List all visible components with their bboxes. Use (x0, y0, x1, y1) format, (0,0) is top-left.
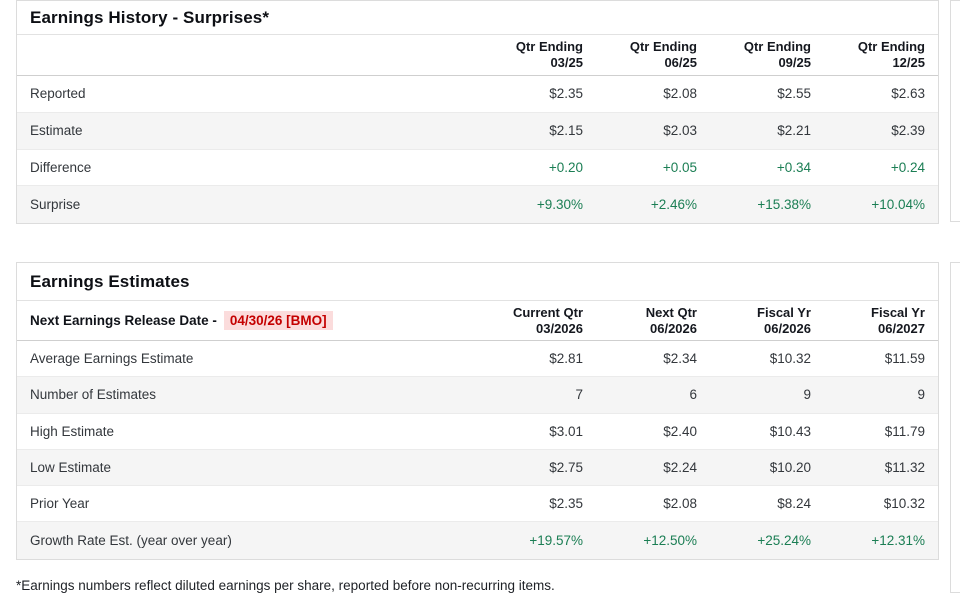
table-row-difference: Difference +0.20 +0.05 +0.34 +0.24 (17, 150, 938, 187)
release-date-label: Next Earnings Release Date - (30, 313, 217, 328)
cell-value: +12.31% (871, 533, 925, 549)
cell-value: $2.03 (663, 123, 697, 139)
earnings-estimates-card: Earnings Estimates Next Earnings Release… (16, 262, 939, 560)
column-header-fiscal-yr-2027: Fiscal Yr 06/2027 (871, 304, 925, 336)
cell-value: +0.24 (890, 159, 925, 175)
earnings-history-column-headers: Qtr Ending 03/25 Qtr Ending 06/25 Qtr En… (17, 35, 938, 76)
column-header-fiscal-yr-2026: Fiscal Yr 06/2026 (757, 304, 811, 336)
column-header-current-qtr: Current Qtr 03/2026 (512, 304, 583, 336)
cell-value: $3.01 (549, 423, 583, 439)
table-row-prior-year: Prior Year $2.35 $2.08 $8.24 $10.32 (17, 486, 938, 523)
row-label: Difference (30, 159, 92, 175)
cell-value: $10.32 (883, 496, 925, 512)
table-row-reported: Reported $2.35 $2.08 $2.55 $2.63 (17, 76, 938, 113)
adjacent-card-edge-bottom (950, 262, 960, 593)
cell-value: $2.08 (663, 496, 697, 512)
cell-value: $11.79 (884, 423, 925, 439)
table-row-growth-rate: Growth Rate Est. (year over year) +19.57… (17, 522, 938, 559)
cell-value: $2.35 (549, 86, 583, 102)
table-row-number-of-estimates: Number of Estimates 7 6 9 9 (17, 377, 938, 414)
cell-value: 6 (689, 387, 697, 403)
cell-value: $8.24 (777, 496, 811, 512)
cell-value: $2.81 (549, 351, 583, 367)
row-label: Growth Rate Est. (year over year) (30, 533, 232, 549)
cell-value: $11.59 (884, 351, 925, 367)
row-label: Average Earnings Estimate (30, 351, 194, 367)
table-row-high-estimate: High Estimate $3.01 $2.40 $10.43 $11.79 (17, 414, 938, 450)
cell-value: +2.46% (650, 197, 697, 213)
cell-value: +0.34 (776, 159, 811, 175)
cell-value: $2.34 (663, 351, 697, 367)
cell-value: 7 (575, 387, 583, 403)
table-row-estimate: Estimate $2.15 $2.03 $2.21 $2.39 (17, 112, 938, 150)
adjacent-card-edge-top (950, 0, 960, 222)
cell-value: $2.40 (663, 423, 697, 439)
cell-value: $2.15 (549, 123, 583, 139)
column-header-qtr-0325: Qtr Ending 03/25 (515, 39, 583, 70)
column-header-qtr-0625: Qtr Ending 06/25 (629, 39, 697, 70)
cell-value: $2.21 (777, 123, 811, 139)
cell-value: +9.30% (536, 197, 583, 213)
earnings-estimates-column-headers: Next Earnings Release Date - 04/30/26 [B… (17, 301, 938, 341)
cell-value: +12.50% (643, 533, 697, 549)
cell-value: $2.24 (663, 460, 697, 476)
earnings-history-title: Earnings History - Surprises* (30, 7, 270, 27)
table-row-surprise: Surprise +9.30% +2.46% +15.38% +10.04% (17, 186, 938, 223)
table-row-average-earnings-estimate: Average Earnings Estimate $2.81 $2.34 $1… (17, 341, 938, 378)
row-label: High Estimate (30, 423, 115, 439)
row-label: Prior Year (30, 496, 90, 512)
card-header: Earnings History - Surprises* (17, 1, 938, 35)
cell-value: $10.43 (769, 423, 811, 439)
row-label: Estimate (30, 123, 83, 139)
cell-value: $11.32 (884, 460, 925, 476)
cell-value: +10.04% (871, 197, 925, 213)
cell-value: 9 (803, 387, 811, 403)
cell-value: $2.08 (663, 86, 697, 102)
cell-value: $2.63 (891, 86, 925, 102)
column-header-qtr-0925: Qtr Ending 09/25 (743, 39, 811, 70)
earnings-estimates-title: Earnings Estimates (30, 271, 190, 291)
cell-value: 9 (917, 387, 925, 403)
row-label: Number of Estimates (30, 387, 157, 403)
earnings-history-card: Earnings History - Surprises* Qtr Ending… (16, 0, 939, 224)
cell-value: $2.35 (549, 496, 583, 512)
column-header-qtr-1225: Qtr Ending 12/25 (857, 39, 925, 70)
cell-value: $2.39 (891, 123, 925, 139)
cell-value: $2.75 (549, 460, 583, 476)
footnote: *Earnings numbers reflect diluted earnin… (16, 578, 555, 593)
row-label: Low Estimate (30, 460, 112, 476)
release-date-badge: 04/30/26 [BMO] (223, 311, 333, 330)
cell-value: +0.05 (662, 159, 697, 175)
cell-value: +15.38% (757, 197, 811, 213)
cell-value: $10.20 (769, 460, 811, 476)
cell-value: +25.24% (757, 533, 811, 549)
cell-value: $2.55 (777, 86, 811, 102)
column-header-next-qtr: Next Qtr 06/2026 (645, 304, 697, 336)
table-row-low-estimate: Low Estimate $2.75 $2.24 $10.20 $11.32 (17, 449, 938, 487)
row-label: Reported (30, 86, 86, 102)
next-earnings-release: Next Earnings Release Date - 04/30/26 [B… (30, 311, 469, 330)
row-label: Surprise (30, 197, 81, 213)
cell-value: +19.57% (529, 533, 583, 549)
cell-value: +0.20 (548, 159, 583, 175)
cell-value: $10.32 (769, 351, 811, 367)
card-header: Earnings Estimates (17, 263, 938, 301)
